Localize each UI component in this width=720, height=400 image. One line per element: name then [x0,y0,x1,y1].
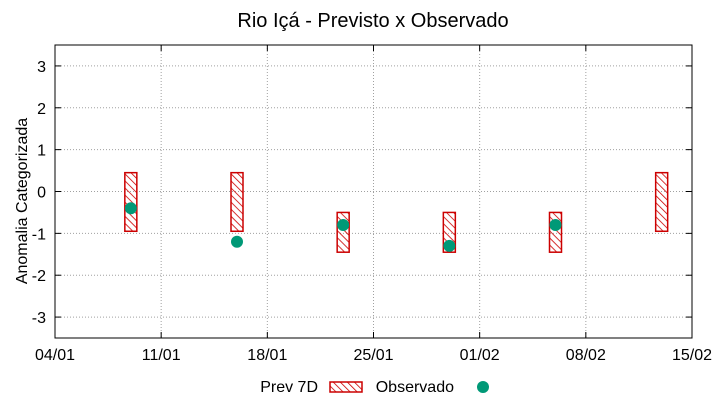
y-tick-label: 2 [37,101,46,118]
legend-label-prev-7d: Prev 7D [260,379,318,396]
legend-marker-observado [477,381,489,393]
y-tick-label: -3 [32,310,46,327]
observed-point [549,218,562,231]
chart-title: Rio Içá - Previsto x Observado [237,10,508,32]
forecast-range-box [230,171,244,233]
y-tick-label: 0 [37,185,46,202]
observed-point [124,202,137,215]
observed-point [443,239,456,252]
x-tick-label: 04/01 [35,347,75,364]
legend-swatch-prev-7d [329,381,363,393]
forecast-range-box [548,211,563,253]
y-axis-title: Anomalia Categorizada [14,118,31,284]
y-tick-label: 1 [37,143,46,160]
observado-series [124,202,562,252]
x-tick-label: 15/02 [672,347,712,364]
legend: Prev 7D Observado [260,379,489,396]
forecast-range-box [336,211,350,253]
forecast-range-box [654,171,669,233]
grid-lines [54,45,693,338]
y-tick-label: -1 [32,226,46,243]
x-tick-label: 08/02 [566,347,606,364]
y-axis-ticks: 3 2 1 0 -1 -2 -3 [32,59,692,327]
forecast-range-box [124,171,138,233]
x-tick-label: 01/02 [460,347,500,364]
observed-point [337,218,350,231]
observed-point [231,235,243,248]
plot-area-border [54,44,693,339]
y-tick-label: -2 [32,268,46,285]
x-tick-label: 25/01 [353,347,393,364]
x-tick-label: 11/01 [142,347,181,364]
x-tick-label: 18/01 [247,347,287,364]
y-tick-label: 3 [37,59,46,76]
legend-label-observado: Observado [376,379,454,396]
x-axis-ticks: 04/01 11/01 18/01 25/01 01/02 08/02 15/02 [35,45,712,364]
